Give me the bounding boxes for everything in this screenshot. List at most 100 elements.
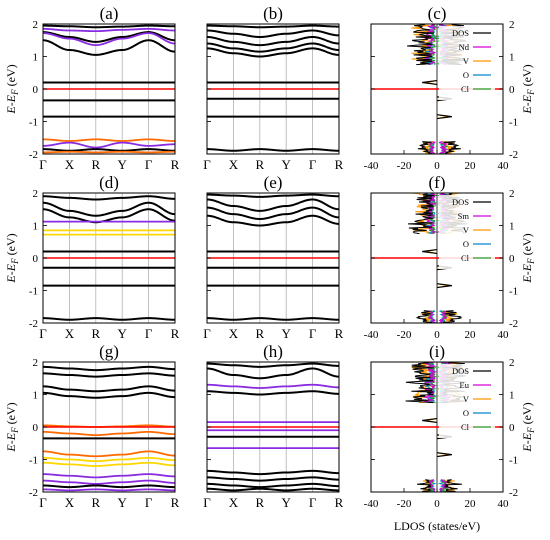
band-line [43, 317, 175, 321]
band-line [43, 24, 176, 29]
kpoint-label: X [229, 326, 239, 341]
dos-peak [436, 114, 452, 120]
dos-curve [417, 141, 433, 155]
band-line [43, 372, 175, 378]
legend-label: V [463, 225, 470, 235]
kpoint-label: R [335, 495, 344, 510]
dos-peak [436, 452, 452, 458]
legend-box [439, 364, 495, 438]
band-line [43, 148, 175, 152]
legend-label: DOS [452, 366, 469, 376]
dos-curve [444, 479, 462, 493]
band-line [207, 383, 339, 389]
legend-label: DOS [452, 197, 469, 207]
panel-frame [206, 361, 340, 493]
band-line [42, 39, 176, 56]
y-tick-label: -2 [29, 487, 38, 499]
panel-frame [42, 361, 176, 493]
legend-label: O [463, 239, 469, 249]
kpoint-label: Y [282, 326, 292, 341]
legend-label: Cl [461, 84, 470, 94]
kpoint-label: R [91, 326, 100, 341]
kpoint-label: X [229, 157, 239, 172]
panel-frame [370, 23, 504, 155]
kpoint-label: Γ [39, 157, 47, 172]
legend-label: V [463, 394, 470, 404]
x-axis-label: LDOS (states/eV) [394, 519, 480, 533]
band-line [207, 317, 339, 321]
y-tick-label-right: 2 [509, 357, 515, 369]
band-line [206, 29, 340, 39]
y-tick-label: 1 [33, 221, 39, 233]
dos-curve [427, 479, 436, 493]
y-tick-label-right: 1 [509, 221, 515, 233]
legend-label: Sm [458, 211, 470, 221]
legend-label: Cl [461, 253, 470, 263]
kpoint-label: R [255, 495, 264, 510]
kpoint-label: R [171, 326, 180, 341]
band-line [43, 484, 176, 489]
y-tick-label-right: -2 [509, 318, 518, 330]
dos-peak [422, 248, 438, 255]
band-line [43, 365, 175, 372]
kpoint-label: Y [118, 495, 128, 510]
band-line [206, 42, 340, 53]
y-tick-label-right: -2 [509, 487, 518, 499]
panel-c: (c) DOS Nd VO Cl -40 -20 0 20 40-2 -1 0 1 2 E-EF (eV) [364, 4, 536, 172]
y-axis-label-right: E-EF (eV) [520, 64, 536, 114]
kpoint-label: Γ [309, 157, 317, 172]
band-line [207, 193, 339, 198]
x-tick-label: 40 [498, 329, 510, 341]
panel-frame [370, 361, 504, 493]
y-tick-label: 0 [33, 422, 39, 434]
dos-curve [407, 23, 435, 66]
y-tick-label-right: -1 [509, 117, 518, 129]
kpoint-label: Γ [145, 326, 153, 341]
band-line [206, 214, 340, 227]
panel-label: (h) [263, 342, 283, 361]
kpoint-label: R [255, 326, 264, 341]
x-tick-label: 40 [498, 160, 510, 172]
y-tick-label: 2 [33, 357, 39, 369]
kpoint-label: Γ [145, 495, 153, 510]
kpoint-label: Y [282, 495, 292, 510]
y-tick-label: 2 [33, 188, 39, 200]
panel-i: (i) DOS Eu VO Cl -40 -20 0 20 40-2 -1 0 1 2 E-EF (eV) [364, 342, 536, 510]
y-axis-label: E-EF (eV) [4, 64, 20, 114]
y-tick-label: -1 [29, 117, 38, 129]
x-tick-label: 20 [465, 498, 477, 510]
y-tick-label: 2 [33, 19, 39, 31]
kpoint-label: R [255, 157, 264, 172]
x-tick-label: 0 [434, 160, 440, 172]
y-tick-label-right: 2 [509, 188, 515, 200]
kpoint-label: Γ [203, 157, 211, 172]
x-tick-label: -20 [397, 329, 412, 341]
x-tick-label: -20 [397, 160, 412, 172]
legend-label: V [463, 56, 470, 66]
panel-label: (d) [99, 173, 119, 192]
dos-curve [405, 361, 435, 404]
y-tick-label: 0 [33, 84, 39, 96]
panel-e: (e) Γ X R Y Γ R [203, 173, 343, 341]
legend-label: Nd [459, 42, 470, 52]
kpoint-label: Y [118, 157, 128, 172]
y-tick-label-right: 0 [509, 253, 515, 265]
band-line [206, 206, 340, 221]
band-line [42, 32, 176, 47]
legend-label: O [463, 70, 469, 80]
band-line [43, 461, 175, 467]
y-axis-label: E-EF (eV) [4, 402, 20, 452]
band-line [43, 195, 175, 201]
kpoint-label: Y [282, 157, 292, 172]
dos-curve [423, 361, 438, 404]
band-line [207, 482, 339, 489]
x-tick-label: 20 [465, 329, 477, 341]
x-tick-label: 40 [498, 498, 510, 510]
panel-label: (c) [428, 4, 447, 23]
band-line [206, 198, 340, 212]
x-tick-label: -40 [364, 498, 379, 510]
x-tick-label: -20 [397, 498, 412, 510]
dos-curve [443, 310, 462, 324]
panel-frame [206, 192, 340, 324]
y-axis-label-right: E-EF (eV) [520, 233, 536, 283]
